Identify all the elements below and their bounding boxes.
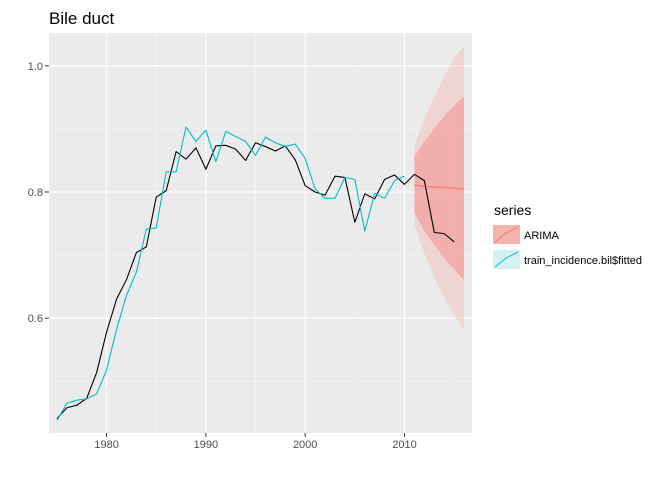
x-tick-label: 1980: [94, 439, 118, 451]
forecast-intervals: [414, 45, 465, 331]
arima-forecast-line: [414, 184, 465, 190]
legend-line-fitted: [494, 251, 519, 268]
y-tick-label: 0.8: [28, 187, 43, 199]
legend-item-arima: ARIMA: [493, 225, 560, 244]
holdout-series-line: [414, 173, 455, 243]
chart-title: Bile duct: [49, 9, 114, 28]
actual-series-line: [56, 142, 415, 419]
x-tick-label: 2010: [392, 439, 416, 451]
plot-panel: [49, 33, 472, 433]
axes: 1980 1990 2000 2010 0.6 0.8 1.0: [28, 61, 417, 451]
legend-line-arima: [494, 226, 519, 243]
x-tick-label: 1990: [194, 439, 218, 451]
fitted-series-line: [56, 126, 405, 421]
arima-95-interval: [414, 45, 465, 331]
legend-title: series: [494, 202, 531, 218]
y-tick-label: 0.6: [28, 313, 43, 325]
x-tick-label: 2000: [293, 439, 317, 451]
legend: series ARIMA train_incidence.bil$fitted: [493, 202, 642, 269]
legend-label-arima: ARIMA: [524, 230, 560, 242]
y-tick-label: 1.0: [28, 61, 43, 73]
legend-item-fitted: train_incidence.bil$fitted: [493, 250, 642, 269]
legend-label-fitted: train_incidence.bil$fitted: [524, 255, 642, 267]
series-lines: [56, 126, 465, 421]
arima-80-interval: [414, 96, 465, 280]
